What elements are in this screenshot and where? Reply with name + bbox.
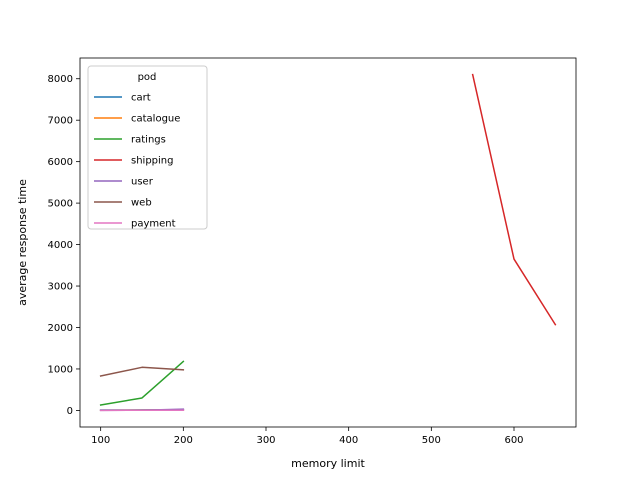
x-axis-label: memory limit: [291, 457, 365, 470]
x-tick-label: 500: [422, 435, 441, 446]
x-tick-label: 600: [504, 435, 523, 446]
x-tick-label: 200: [174, 435, 193, 446]
y-tick-label: 6000: [48, 157, 73, 168]
plot-frame: [79, 57, 577, 428]
y-tick-label: 4000: [48, 240, 73, 251]
legend-label-cart: cart: [131, 93, 151, 104]
x-tick-label: 100: [91, 435, 110, 446]
y-tick-label: 8000: [48, 74, 73, 85]
x-tick-label: 300: [256, 435, 275, 446]
legend-label-user: user: [131, 177, 154, 188]
x-tick-label: 400: [339, 435, 358, 446]
legend-label-payment: payment: [131, 219, 176, 230]
y-axis-label: average response time: [16, 179, 29, 306]
legend: pod cart catalogue ratings shipping user web p…: [87, 65, 208, 230]
legend-label-web: web: [131, 198, 152, 209]
legend-label-ratings: ratings: [131, 135, 166, 146]
legend-title: pod: [138, 72, 157, 83]
y-axis: 0 1000 2000 3000 4000 5000 6000 7000 8000: [48, 74, 80, 417]
legend-label-catalogue: catalogue: [131, 114, 180, 125]
y-tick-label: 0: [67, 406, 73, 417]
series-layer: [99, 73, 557, 412]
y-tick-label: 1000: [48, 364, 73, 375]
x-axis: 100 200 300 400 500 600: [91, 427, 524, 446]
y-tick-label: 7000: [48, 116, 73, 127]
legend-box: [87, 65, 208, 230]
series-line-ratings: [99, 360, 185, 406]
legend-label-shipping: shipping: [131, 156, 174, 167]
series-line-shipping: [471, 73, 557, 326]
y-tick-label: 5000: [48, 199, 73, 210]
y-tick-label: 2000: [48, 323, 73, 334]
y-tick-label: 3000: [48, 282, 73, 293]
series-line-web: [99, 366, 185, 377]
